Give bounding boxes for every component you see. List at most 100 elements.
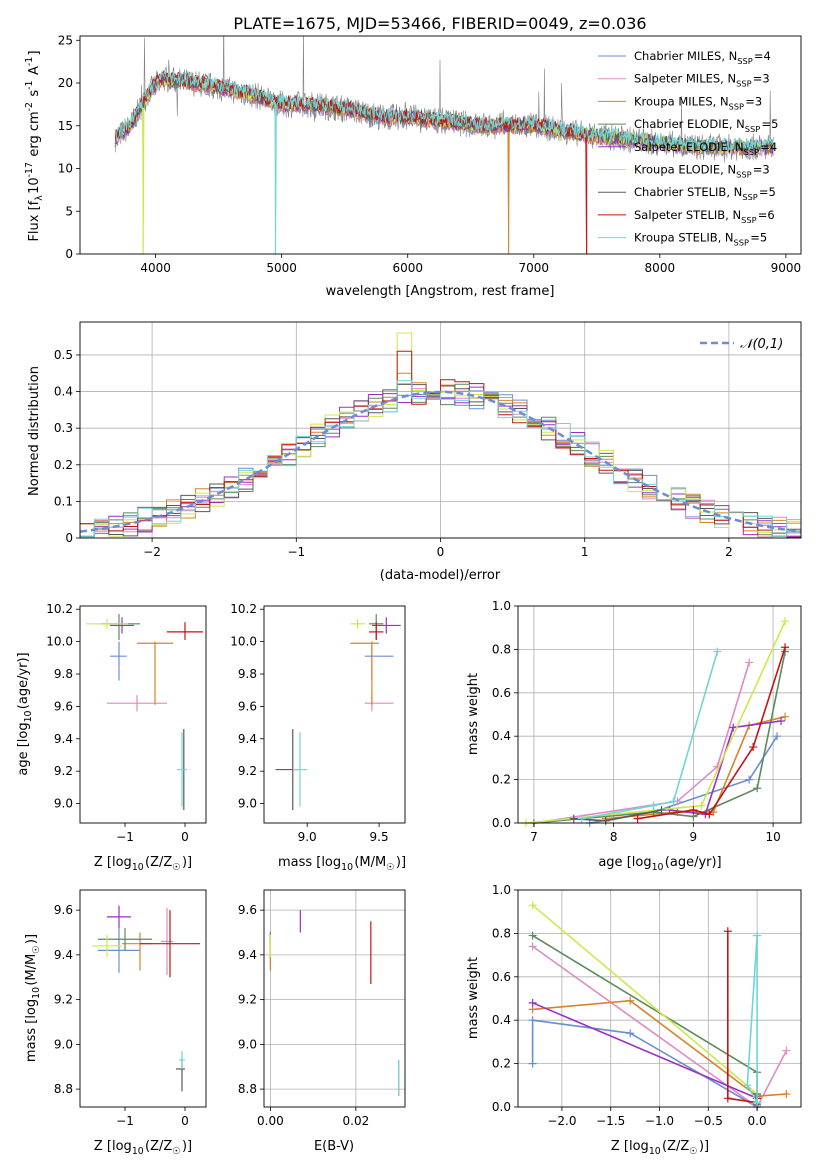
y-tick-label: 0.2 bbox=[492, 1057, 511, 1071]
y-tick-label: 0.8 bbox=[492, 642, 511, 656]
y-tick-label: 0.4 bbox=[492, 729, 511, 743]
x-tick-label: −1 bbox=[287, 545, 305, 559]
text-run: Chabrier STELIB, N bbox=[634, 185, 742, 199]
axes-frame bbox=[79, 889, 207, 1108]
text-script: -1 bbox=[24, 80, 35, 89]
x-tick-label: 4000 bbox=[140, 261, 171, 275]
weight-marker bbox=[753, 1098, 762, 1107]
y-tick-label: 8.8 bbox=[238, 1082, 257, 1096]
text-script: 10 bbox=[649, 1146, 661, 1157]
text-run: mass [log bbox=[24, 999, 39, 1062]
x-tick-label: 1 bbox=[581, 545, 589, 559]
text-run: =3 bbox=[753, 163, 770, 177]
model-spectrum-line bbox=[114, 70, 587, 254]
weight-marker bbox=[773, 732, 782, 741]
weight-marker bbox=[528, 1059, 537, 1068]
y-tick-label: 9.0 bbox=[238, 1037, 257, 1051]
text-run: mass weight bbox=[466, 957, 481, 1039]
y-tick-label: 8.8 bbox=[54, 1082, 73, 1096]
text-run: A bbox=[27, 66, 42, 79]
weight-series-line bbox=[669, 720, 782, 816]
weight-vs-Z-xlabel: Z [log10 (Z/Z☉ )] bbox=[611, 1139, 709, 1157]
weight-marker bbox=[743, 1081, 752, 1090]
weight-marker bbox=[745, 775, 754, 784]
y-tick-label: 0 bbox=[65, 247, 73, 261]
x-tick-label: 0 bbox=[181, 830, 189, 844]
text-run: =4 bbox=[760, 140, 777, 154]
text-run: Kroupa MILES, N bbox=[634, 94, 729, 108]
text-run: Kroupa STELIB, N bbox=[634, 231, 734, 245]
x-tick-label: −1 bbox=[116, 1114, 134, 1128]
normal-reference-curve bbox=[80, 390, 801, 533]
text-run: Salpeter ELODIE, N bbox=[634, 140, 744, 154]
weight-marker bbox=[657, 805, 666, 814]
y-tick-label: 5 bbox=[65, 204, 73, 218]
text-run: Chabrier MILES, N bbox=[634, 49, 737, 63]
y-tick-label: 1.0 bbox=[492, 599, 511, 613]
x-tick-label: 6000 bbox=[392, 261, 423, 275]
weight-marker bbox=[528, 942, 537, 951]
text-script: ☉ bbox=[386, 862, 394, 873]
text-script: ☉ bbox=[172, 862, 180, 873]
weight-series-line bbox=[532, 999, 787, 1098]
text-script: SSP bbox=[734, 238, 749, 248]
weight-marker bbox=[528, 1016, 537, 1025]
x-tick-label: 8000 bbox=[645, 261, 676, 275]
weight-marker bbox=[723, 927, 732, 936]
text-run: Flux [f bbox=[27, 200, 42, 241]
weight-marker bbox=[782, 1046, 791, 1055]
text-run: Z [log bbox=[94, 855, 132, 870]
y-tick-label: 9.0 bbox=[54, 797, 73, 811]
x-tick-label: 7000 bbox=[519, 261, 550, 275]
weight-marker bbox=[729, 723, 738, 732]
text-run: Z [log bbox=[94, 1139, 132, 1154]
y-tick-label: 0.2 bbox=[54, 458, 73, 472]
y-tick-label: 0.0 bbox=[492, 1100, 511, 1114]
text-run: (Z/Z bbox=[145, 855, 172, 870]
spectrum-ylabel: Flux [fλ 10-17 erg cm-2 s-1 A-1 ] bbox=[24, 50, 45, 241]
weight-marker bbox=[626, 996, 635, 1005]
x-tick-label: 8 bbox=[610, 830, 618, 844]
y-tick-label: 10.2 bbox=[230, 602, 257, 616]
text-run: ] bbox=[27, 50, 42, 55]
weight-vs-age-xlabel: age [log10 (age/yr)] bbox=[598, 855, 721, 873]
x-tick-label: −1.5 bbox=[596, 1114, 625, 1128]
residual-legend: 𝒩(0,1) bbox=[700, 337, 783, 352]
weight-marker bbox=[528, 901, 537, 910]
normal-curve-legend-label: 𝒩(0,1) bbox=[740, 337, 783, 352]
residual-panel: −2 −1 0 1 2 0 0.1 0.2 0.3 0.4 0.5 𝒩(0,1) (data-mod… bbox=[27, 321, 802, 583]
spectrum-legend: Chabrier MILES, N SSP =4 Salpeter MILES, N… bbox=[598, 49, 778, 248]
figure-title: PLATE=1675, MJD=53466, FIBERID=0049, z=0… bbox=[233, 14, 646, 33]
weight-marker bbox=[626, 1029, 635, 1038]
axes-frame bbox=[517, 889, 802, 1108]
gridlines bbox=[518, 889, 801, 1108]
weight-marker bbox=[777, 717, 786, 726]
text-script: 10 bbox=[132, 1146, 144, 1157]
weight-marker bbox=[753, 784, 762, 793]
text-script: 10 bbox=[23, 710, 34, 722]
text-script: 10 bbox=[31, 987, 42, 999]
weight-series-line bbox=[533, 662, 750, 824]
y-tick-label: 0.6 bbox=[492, 686, 511, 700]
text-run: (Z/Z bbox=[145, 1139, 172, 1154]
weight-marker bbox=[745, 658, 754, 667]
legend-label: Salpeter STELIB, NSSP =6 bbox=[634, 208, 775, 225]
y-tick-label: 0.2 bbox=[492, 773, 511, 787]
weight-marker bbox=[781, 712, 790, 721]
weight-marker bbox=[669, 797, 678, 806]
x-tick-label: 9.5 bbox=[370, 830, 389, 844]
text-run: Kroupa ELODIE, N bbox=[634, 163, 736, 177]
text-script: SSP bbox=[742, 192, 757, 202]
weight-series-line bbox=[533, 651, 786, 824]
y-tick-label: 0.8 bbox=[492, 926, 511, 940]
x-tick-label: 0 bbox=[181, 1114, 189, 1128]
text-run: 𝒩(0,1) bbox=[740, 337, 783, 352]
residual-xlabel: (data-model)/error bbox=[380, 568, 501, 583]
y-tick-label: 10.0 bbox=[46, 635, 73, 649]
legend-label: Kroupa STELIB, NSSP =5 bbox=[634, 231, 767, 248]
legend-label: Chabrier ELODIE, NSSP =5 bbox=[634, 117, 778, 134]
text-run: Salpeter MILES, N bbox=[634, 72, 736, 86]
weight-vs-Z-ylabel: mass weight bbox=[466, 957, 481, 1039]
text-run: (Z/Z bbox=[662, 1139, 689, 1154]
weight-series-line bbox=[531, 1019, 758, 1108]
